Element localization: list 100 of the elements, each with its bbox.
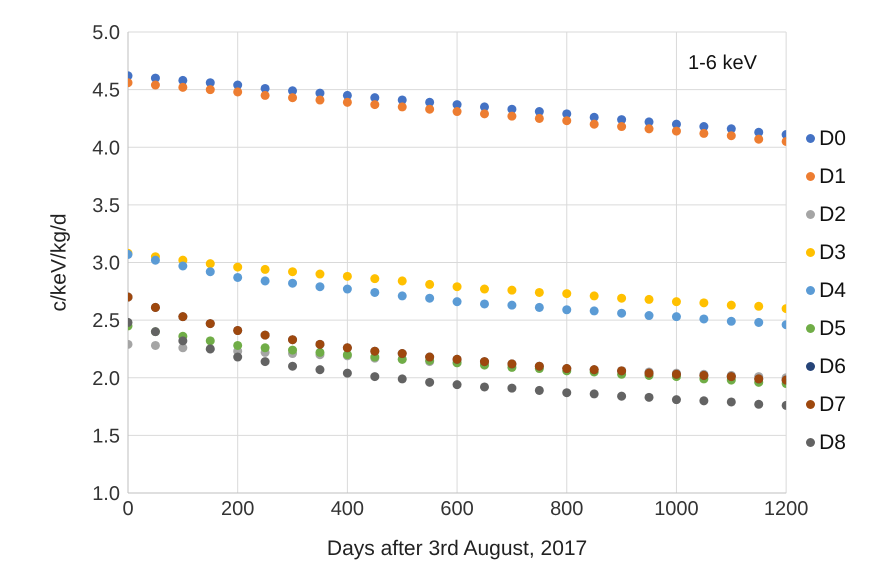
- point: [562, 289, 572, 298]
- point: [644, 124, 654, 134]
- point: [452, 380, 462, 390]
- point: [507, 300, 516, 310]
- point: [150, 256, 160, 265]
- point: [480, 284, 490, 294]
- point: [644, 294, 654, 304]
- point: [206, 336, 215, 346]
- point: [425, 294, 434, 303]
- point: [398, 374, 407, 384]
- point: [288, 267, 298, 276]
- point: [699, 314, 708, 324]
- legend-label: D7: [819, 392, 846, 416]
- x-tick-label: 1000: [654, 498, 699, 520]
- x-tick-label: 200: [221, 498, 254, 520]
- point: [534, 302, 544, 312]
- legend-label: D4: [819, 278, 846, 302]
- point: [754, 400, 764, 409]
- point: [726, 300, 736, 310]
- point: [507, 112, 516, 121]
- point: [315, 348, 324, 357]
- point: [315, 365, 324, 374]
- point: [398, 102, 407, 112]
- point: [288, 278, 298, 288]
- y-tick-label: 5.0: [92, 22, 120, 44]
- point: [260, 90, 270, 100]
- point: [617, 392, 626, 401]
- point: [315, 95, 324, 105]
- point: [425, 280, 434, 289]
- x-tick-label: 800: [550, 498, 584, 520]
- point: [480, 382, 490, 392]
- legend-label: D1: [819, 164, 846, 188]
- point: [342, 98, 352, 107]
- point: [644, 392, 654, 402]
- point: [288, 93, 298, 102]
- point: [342, 284, 352, 294]
- point: [590, 306, 599, 316]
- point: [534, 114, 544, 123]
- point: [754, 302, 764, 311]
- point: [150, 340, 160, 350]
- y-tick-label: 4.0: [92, 137, 120, 160]
- y-tick-label: 2.5: [92, 310, 120, 332]
- point: [590, 389, 599, 398]
- point: [562, 388, 572, 398]
- point: [617, 122, 626, 132]
- point: [562, 305, 572, 314]
- point: [672, 126, 681, 136]
- point: [288, 346, 298, 355]
- point: [398, 276, 407, 286]
- point: [206, 267, 215, 276]
- point: [315, 282, 324, 292]
- x-tick-label: 1200: [764, 498, 808, 520]
- point: [342, 272, 352, 281]
- point: [480, 109, 490, 118]
- point: [672, 312, 681, 322]
- y-tick-label: 1.0: [92, 483, 120, 506]
- point: [233, 352, 242, 362]
- point: [260, 343, 270, 352]
- point: [425, 104, 434, 114]
- x-axis-title: Days after 3rd August, 2017: [326, 537, 588, 560]
- legend-label: D8: [819, 430, 846, 454]
- point: [534, 386, 544, 395]
- point: [233, 87, 242, 96]
- legend-label: D0: [819, 126, 846, 150]
- point: [617, 294, 626, 303]
- point: [206, 85, 215, 94]
- point: [315, 270, 324, 279]
- point: [342, 368, 352, 378]
- point: [370, 288, 380, 297]
- point: [590, 120, 599, 129]
- y-tick-label: 2.0: [92, 368, 120, 390]
- point: [507, 384, 516, 393]
- legend-label: D5: [819, 316, 846, 340]
- point: [562, 116, 572, 126]
- point: [754, 134, 764, 144]
- x-tick-label: 400: [330, 498, 364, 520]
- point: [534, 288, 544, 297]
- point: [617, 308, 626, 318]
- point: [233, 340, 242, 350]
- point: [590, 291, 599, 300]
- y-tick-label: 3.0: [92, 252, 120, 275]
- point: [178, 261, 188, 270]
- y-tick-label: 3.5: [92, 194, 120, 217]
- point: [260, 264, 270, 274]
- point: [370, 274, 380, 284]
- point: [370, 100, 380, 110]
- point: [150, 80, 160, 90]
- point: [480, 299, 490, 308]
- point: [644, 311, 654, 320]
- point: [507, 286, 516, 295]
- x-tick-label: 0: [122, 498, 134, 520]
- point: [699, 298, 708, 308]
- point: [699, 396, 708, 406]
- y-tick-label: 4.5: [92, 80, 120, 102]
- point: [425, 378, 434, 387]
- y-tick-label: 1.5: [92, 425, 120, 448]
- point: [672, 297, 681, 306]
- point: [398, 291, 407, 300]
- point: [726, 397, 736, 406]
- point: [699, 128, 708, 138]
